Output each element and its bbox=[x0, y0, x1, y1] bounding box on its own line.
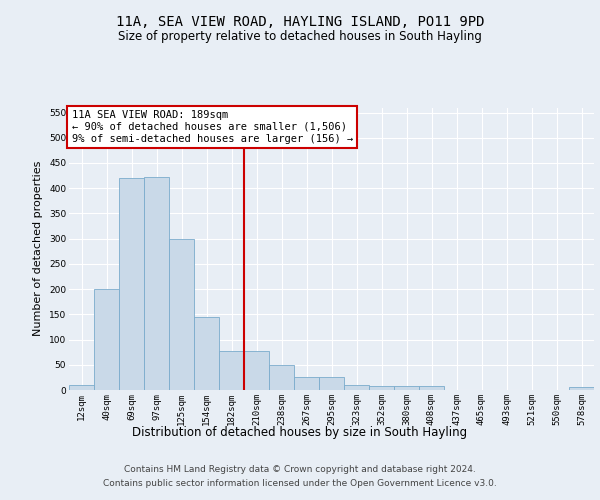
Bar bbox=[144, 177, 169, 390]
Text: Contains public sector information licensed under the Open Government Licence v3: Contains public sector information licen… bbox=[103, 480, 497, 488]
Y-axis label: Number of detached properties: Number of detached properties bbox=[34, 161, 43, 336]
Bar bbox=[269, 365, 294, 390]
Bar bbox=[219, 350, 244, 390]
Bar bbox=[419, 386, 444, 390]
Bar bbox=[394, 386, 419, 390]
Text: 11A, SEA VIEW ROAD, HAYLING ISLAND, PO11 9PD: 11A, SEA VIEW ROAD, HAYLING ISLAND, PO11… bbox=[116, 16, 484, 30]
Bar bbox=[319, 378, 344, 390]
Bar bbox=[344, 385, 369, 390]
Bar bbox=[69, 385, 94, 390]
Text: 11A SEA VIEW ROAD: 189sqm
← 90% of detached houses are smaller (1,506)
9% of sem: 11A SEA VIEW ROAD: 189sqm ← 90% of detac… bbox=[71, 110, 353, 144]
Text: Contains HM Land Registry data © Crown copyright and database right 2024.: Contains HM Land Registry data © Crown c… bbox=[124, 464, 476, 473]
Bar bbox=[294, 378, 319, 390]
Bar bbox=[244, 350, 269, 390]
Bar bbox=[94, 289, 119, 390]
Text: Size of property relative to detached houses in South Hayling: Size of property relative to detached ho… bbox=[118, 30, 482, 43]
Bar bbox=[369, 386, 394, 390]
Text: Distribution of detached houses by size in South Hayling: Distribution of detached houses by size … bbox=[133, 426, 467, 439]
Bar bbox=[194, 317, 219, 390]
Bar bbox=[169, 238, 194, 390]
Bar bbox=[119, 178, 144, 390]
Bar bbox=[569, 388, 594, 390]
